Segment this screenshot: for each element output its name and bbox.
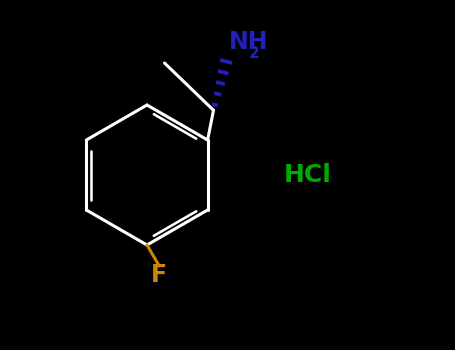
Text: HCl: HCl [284,163,332,187]
Text: 2: 2 [248,46,259,61]
Text: NH: NH [229,30,269,54]
Text: F: F [151,263,167,287]
